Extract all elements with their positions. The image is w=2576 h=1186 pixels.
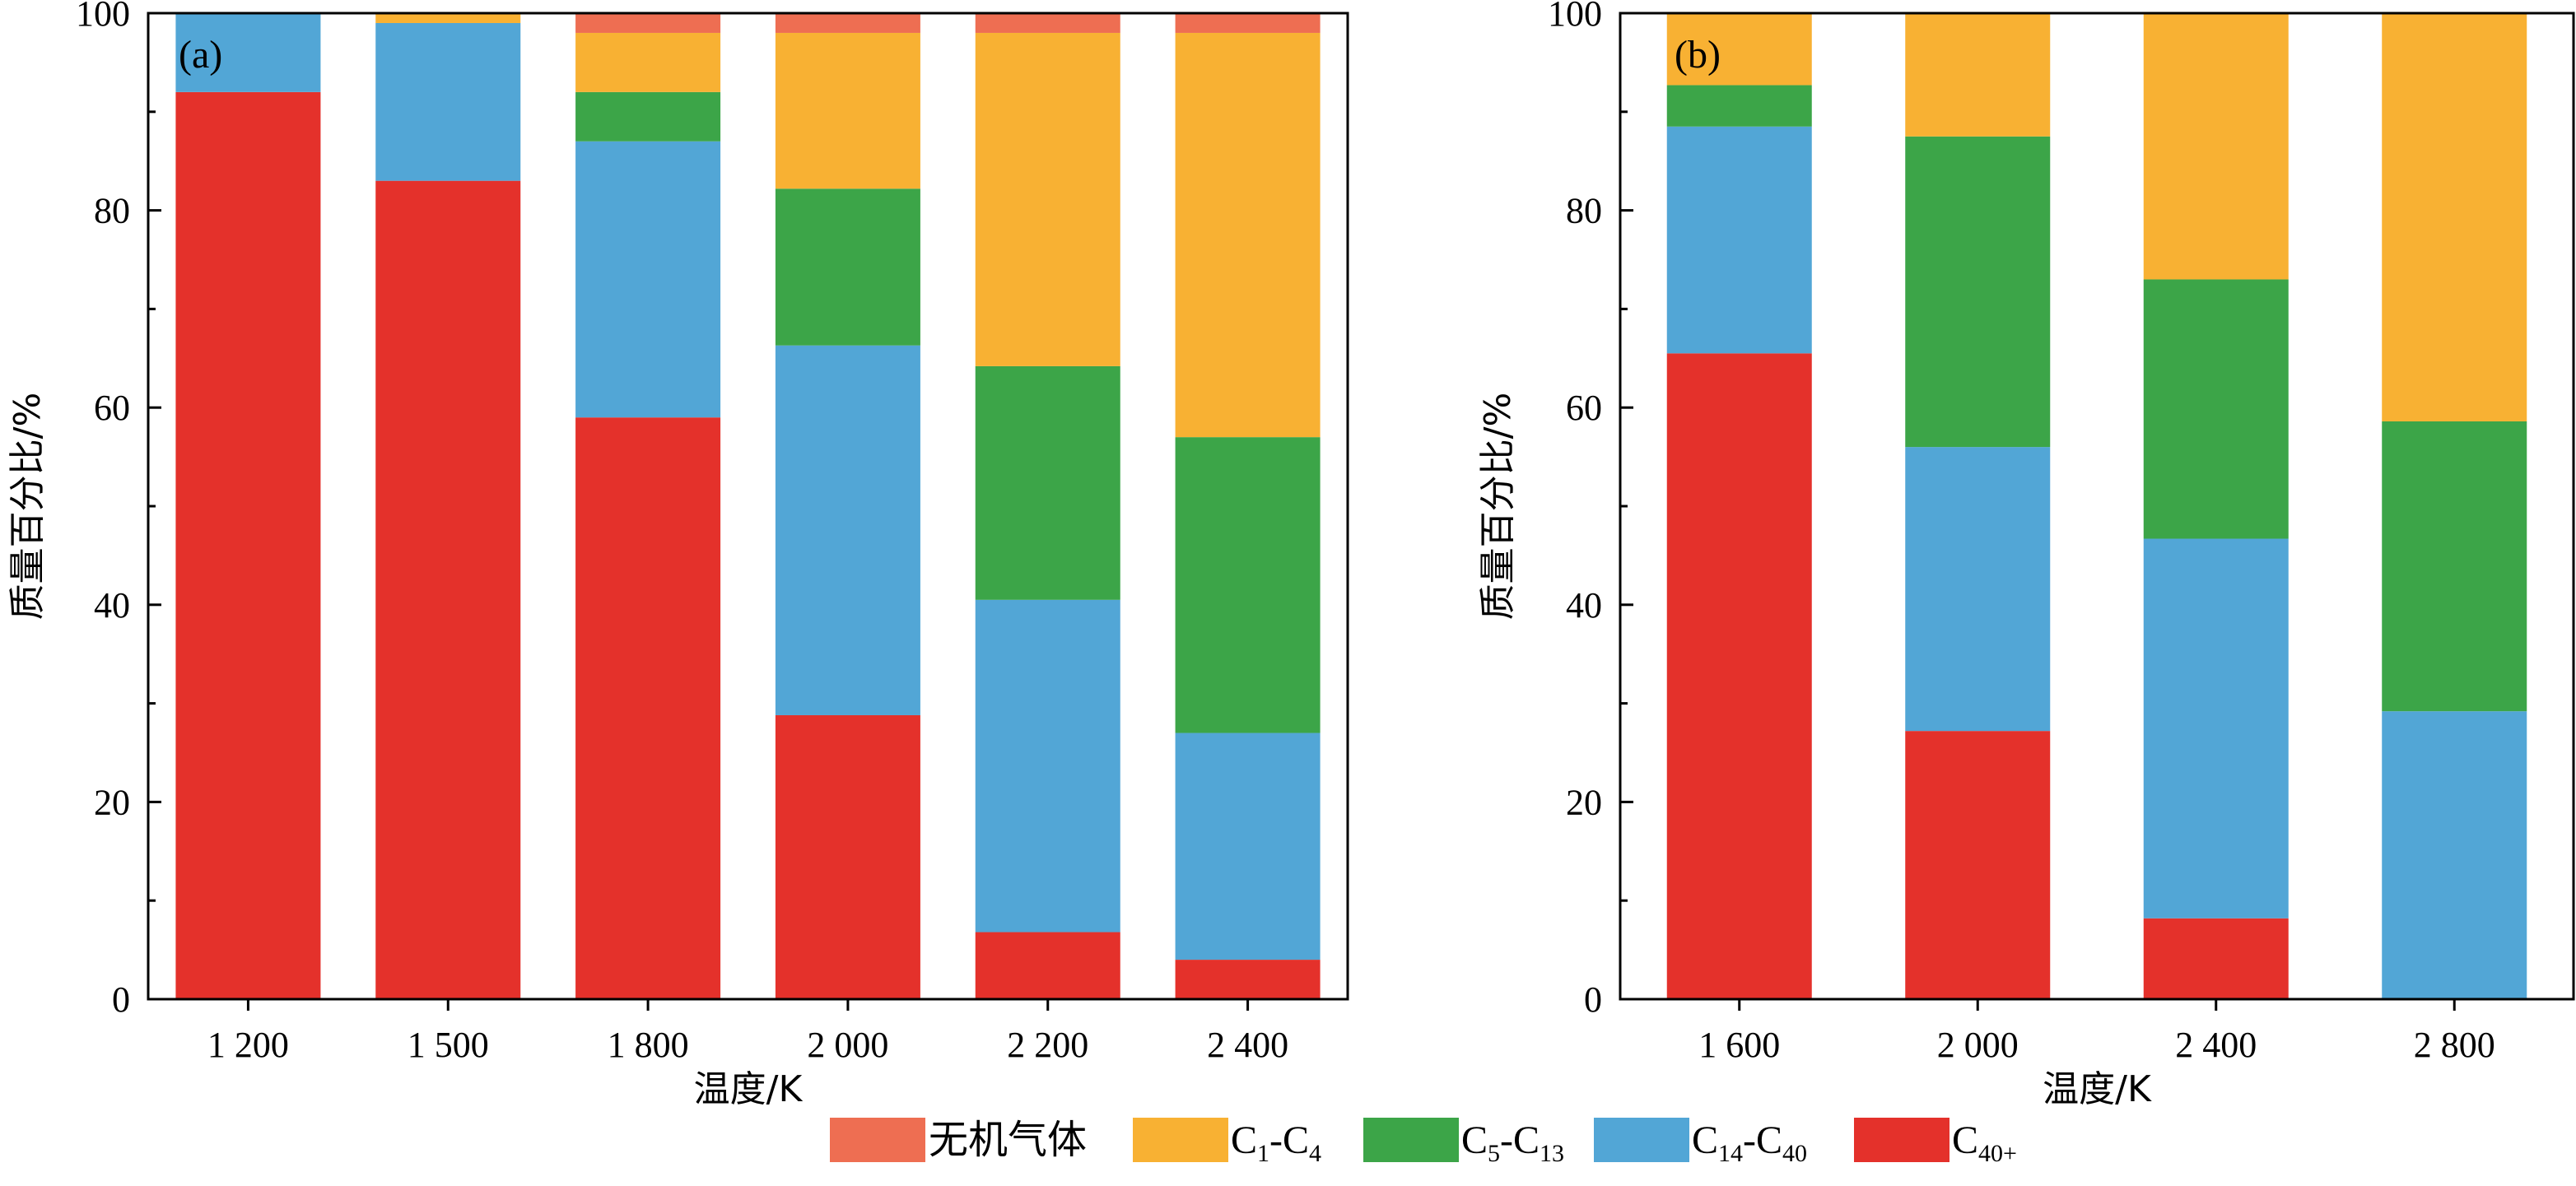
legend-label-c5c13: C5-C13 (1461, 1119, 1564, 1167)
panel-label: (a) (179, 33, 222, 77)
bar-c14c40-0 (175, 13, 321, 92)
legend-swatch-c1c4 (1133, 1118, 1228, 1162)
y-tick-label: 0 (112, 979, 130, 1020)
y-axis-title: 质量百分比/% (1477, 393, 1519, 621)
x-tick-label: 2 400 (1207, 1025, 1288, 1065)
bar-c14c40-3 (775, 345, 920, 715)
legend-label-c14c40: C14-C40 (1692, 1119, 1807, 1167)
bar-c1c4-4 (975, 32, 1120, 366)
x-tick-label: 2 200 (1007, 1025, 1088, 1065)
bar-c5c13-3 (775, 188, 920, 346)
plot-frame (1619, 12, 2575, 1001)
legend-label-c40p: C40+ (1952, 1119, 2017, 1167)
x-tick-label: 2 400 (2175, 1025, 2257, 1065)
bar-inorganic-3 (775, 13, 920, 33)
bar-c5c13-1 (1905, 136, 2051, 448)
bar-c14c40-1 (1905, 447, 2051, 732)
legend-swatch-c5c13 (1363, 1118, 1459, 1162)
x-tick-label: 2 000 (1937, 1025, 2019, 1065)
bar-c14c40-1 (375, 22, 521, 181)
bar-c14c40-2 (575, 141, 721, 418)
bar-c14c40-2 (2143, 538, 2289, 919)
x-tick-label: 1 600 (1698, 1025, 1780, 1065)
bar-c40p-0 (1666, 353, 1812, 999)
bar-c1c4-0 (1666, 13, 1812, 86)
bar-c1c4-3 (2382, 13, 2527, 421)
bar-c1c4-2 (2143, 13, 2289, 280)
bar-c14c40-5 (1175, 733, 1321, 960)
legend-label-inorganic: 无机气体 (929, 1119, 1087, 1162)
x-tick-label: 2 000 (807, 1025, 888, 1065)
bar-c40p-3 (775, 714, 920, 999)
bar-c1c4-1 (375, 13, 521, 23)
bar-c1c4-3 (775, 32, 920, 189)
bar-c14c40-3 (2382, 711, 2527, 999)
y-tick-label: 0 (1584, 979, 1602, 1020)
bar-c40p-0 (175, 91, 321, 1000)
panel-label: (b) (1675, 33, 1721, 77)
bar-inorganic-5 (1175, 13, 1321, 33)
bar-c1c4-5 (1175, 32, 1321, 438)
x-tick-label: 2 800 (2414, 1025, 2495, 1065)
bar-c5c13-4 (975, 365, 1120, 600)
chart-panel-b: 1 600 2 000 2 400 2 800 0 20 40 60 80 100 (b) 温度/K 质… (1477, 0, 2575, 1110)
legend-swatch-c14c40 (1594, 1118, 1689, 1162)
y-tick-label: 100 (76, 0, 130, 34)
y-tick-label: 20 (1566, 782, 1602, 822)
bar-c40p-1 (1905, 731, 2051, 999)
bar-c5c13-5 (1175, 437, 1321, 733)
bar-c40p-4 (975, 932, 1120, 999)
x-tick-label: 1 800 (608, 1025, 689, 1065)
chart-panel-a: 1 200 1 500 1 800 2 000 2 200 2 400 0 20 40 60 80 1… (7, 0, 1349, 1110)
y-tick-label: 80 (94, 191, 130, 231)
y-tick-label: 60 (1566, 388, 1602, 428)
y-axis-title: 质量百分比/% (7, 393, 49, 621)
y-tick-label: 60 (94, 388, 130, 428)
bar-c14c40-0 (1666, 126, 1812, 354)
y-tick-label: 100 (1548, 0, 1602, 34)
plot-frame (147, 12, 1349, 1001)
bar-c5c13-2 (575, 91, 721, 142)
bar-c40p-2 (2143, 918, 2289, 999)
bar-c1c4-1 (1905, 13, 2051, 137)
bar-c40p-2 (575, 417, 721, 999)
x-tick-label: 1 500 (408, 1025, 489, 1065)
y-tick-label: 40 (1566, 585, 1602, 626)
bar-c14c40-4 (975, 599, 1120, 933)
legend-swatch-c40p (1854, 1118, 1949, 1162)
legend: 无机气体 C1-C4 C5-C13 C14-C40 C40+ (830, 1118, 2017, 1167)
legend-swatch-inorganic (830, 1118, 925, 1162)
bar-c5c13-2 (2143, 279, 2289, 539)
y-tick-label: 80 (1566, 191, 1602, 231)
bar-c5c13-3 (2382, 421, 2527, 712)
y-tick-label: 40 (94, 585, 130, 626)
bar-c5c13-0 (1666, 85, 1812, 127)
x-axis-title: 温度/K (2043, 1068, 2152, 1110)
bar-inorganic-4 (975, 13, 1120, 33)
y-tick-label: 20 (94, 782, 130, 822)
bar-c1c4-2 (575, 32, 721, 92)
bar-inorganic-2 (575, 13, 721, 33)
legend-label-c1c4: C1-C4 (1231, 1119, 1321, 1167)
x-axis-title: 温度/K (694, 1068, 804, 1110)
bar-c40p-1 (375, 180, 521, 999)
x-tick-label: 1 200 (207, 1025, 289, 1065)
bar-c40p-5 (1175, 960, 1321, 999)
